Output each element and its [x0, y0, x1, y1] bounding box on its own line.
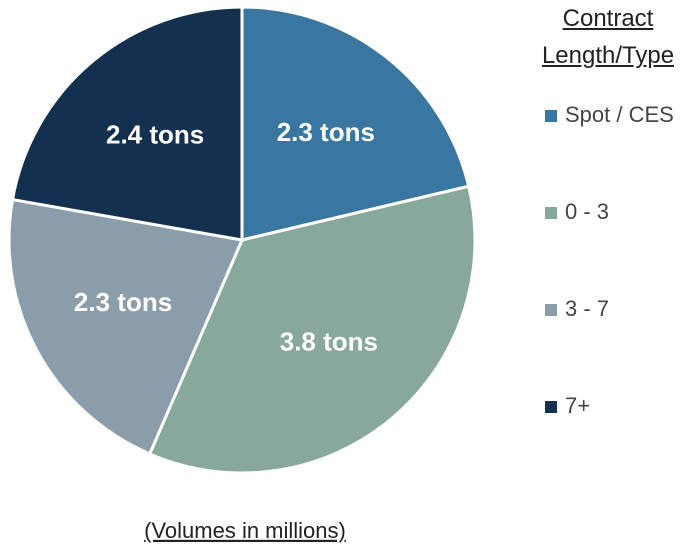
legend-label: 3 - 7: [565, 296, 609, 321]
legend-label: 0 - 3: [565, 199, 609, 224]
data-label: 2.3 tons: [74, 287, 172, 317]
legend-label: 7+: [565, 393, 590, 418]
pie-slice: [7, 197, 245, 456]
legend-swatch: [545, 304, 557, 316]
data-label: 2.3 tons: [277, 117, 375, 147]
footnote: (Volumes in millions): [144, 518, 346, 543]
pie-slice: [240, 5, 471, 242]
data-label: 3.8 tons: [280, 326, 378, 356]
legend-swatch: [545, 401, 557, 413]
legend-title: Contract Length/Type: [541, 5, 675, 69]
pie-slice: [10, 5, 244, 242]
legend-label: Spot / CES: [565, 102, 674, 127]
pie-slice: [147, 184, 477, 475]
legend-swatch: [545, 207, 557, 219]
legend-swatch: [545, 110, 557, 122]
data-label: 2.4 tons: [106, 119, 204, 149]
